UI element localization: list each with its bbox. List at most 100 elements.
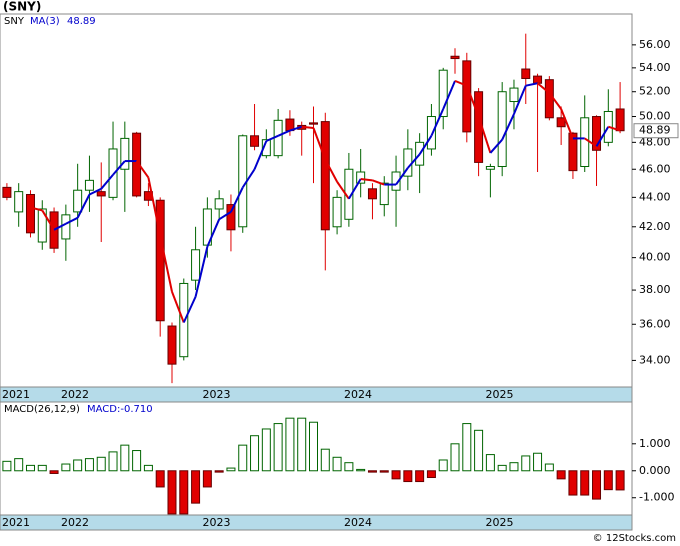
ma-segment [65, 216, 79, 225]
macd-bar [155, 470, 165, 488]
ma-segment [182, 296, 197, 323]
candle-body [132, 132, 142, 197]
ma-segment [241, 168, 256, 188]
x-tick-label: 2021 [2, 516, 30, 529]
macd-bar [297, 417, 307, 472]
candle-body [167, 325, 177, 365]
ma-segment [159, 235, 173, 292]
macd-bar [61, 463, 71, 472]
ma-segment [607, 125, 621, 132]
macd-bar [533, 452, 543, 472]
ma-segment [407, 153, 421, 169]
macd-bar [37, 464, 47, 472]
y-tick-label: 34.00 [639, 353, 671, 366]
x-tick-label: 2024 [344, 388, 372, 401]
macd-bar [49, 470, 59, 474]
macd-bar [332, 456, 342, 472]
price-box [633, 123, 679, 139]
candle-body [592, 116, 602, 151]
macd-bar [568, 470, 578, 496]
candle-body [84, 179, 94, 191]
date-band [0, 514, 633, 531]
candle-body [367, 188, 377, 200]
ma-segment [454, 79, 468, 87]
ma-segment [112, 160, 126, 176]
chart-title: (SNY) [3, 0, 41, 14]
macd-bar [261, 428, 271, 472]
candle-body [450, 55, 460, 60]
candle-body [14, 191, 24, 213]
ma-segment [206, 218, 221, 248]
macd-bar [426, 470, 436, 479]
macd-bar [167, 470, 177, 515]
x-tick-label: 2022 [61, 516, 89, 529]
candle-body [191, 249, 201, 281]
macd-bar [391, 470, 401, 480]
macd-bar [379, 470, 389, 473]
candle-body [426, 116, 436, 150]
ma-segment [230, 186, 244, 213]
candle-body [356, 171, 366, 184]
macd-bar [485, 454, 495, 472]
ma-segment [372, 179, 385, 186]
candle-body [320, 121, 330, 231]
ma-segment [525, 82, 538, 87]
ma-segment [536, 82, 550, 94]
ma-segment [135, 160, 150, 179]
ma-segment [289, 125, 303, 132]
ma-segment [584, 137, 598, 148]
macd-bar [132, 450, 142, 472]
macd-bar [615, 470, 625, 491]
macd-bar [179, 470, 189, 515]
macd-bar [226, 467, 236, 472]
ma-segment [560, 108, 574, 139]
macd-bar [603, 470, 613, 491]
ma-segment [277, 129, 291, 137]
y-tick-label: 56.00 [639, 38, 671, 51]
legend-ma: MA(3) [30, 16, 60, 27]
macd-title: MACD(26,12,9) [4, 404, 80, 415]
y-tick-label: 40.00 [639, 251, 671, 264]
macd-bar [497, 464, 507, 472]
y-tick-label: 36.00 [639, 317, 671, 330]
candle-body [214, 198, 224, 210]
macd-bar [191, 470, 201, 504]
ma-segment [89, 187, 102, 196]
ma-segment [171, 291, 185, 323]
candle-body [49, 211, 59, 249]
macd-bar [521, 455, 531, 472]
candle-body [391, 171, 401, 191]
candle-body [309, 122, 318, 125]
macd-bar [238, 444, 248, 472]
x-tick-label: 2024 [344, 516, 372, 529]
macd-bar [273, 423, 283, 472]
ma-segment [418, 135, 433, 155]
macd-bar [450, 443, 460, 472]
macd-bar [580, 470, 590, 496]
macd-bar [356, 468, 366, 472]
y-tick-label: -1.000 [639, 491, 674, 504]
macd-bar [120, 444, 130, 472]
macd-bar [250, 435, 260, 472]
ma-segment [395, 167, 409, 186]
ma-segment [465, 85, 480, 117]
ma-segment [501, 113, 515, 141]
ma-segment [430, 108, 445, 137]
ma-segment [76, 194, 91, 219]
candle-body [226, 204, 236, 231]
macd-bar [509, 462, 519, 472]
candle-body [544, 79, 554, 119]
macd-bar [438, 459, 448, 472]
ma-segment [360, 177, 373, 182]
macd-bar [556, 470, 566, 480]
x-tick-label: 2021 [2, 388, 30, 401]
ma-segment [41, 209, 55, 231]
candle-body [556, 117, 566, 128]
ma-segment [194, 246, 209, 297]
candle-body [485, 166, 495, 170]
macd-bar [84, 458, 94, 472]
legend-ticker: SNY [4, 16, 25, 27]
x-tick-label: 2025 [485, 388, 513, 401]
macd-bar [202, 470, 212, 488]
